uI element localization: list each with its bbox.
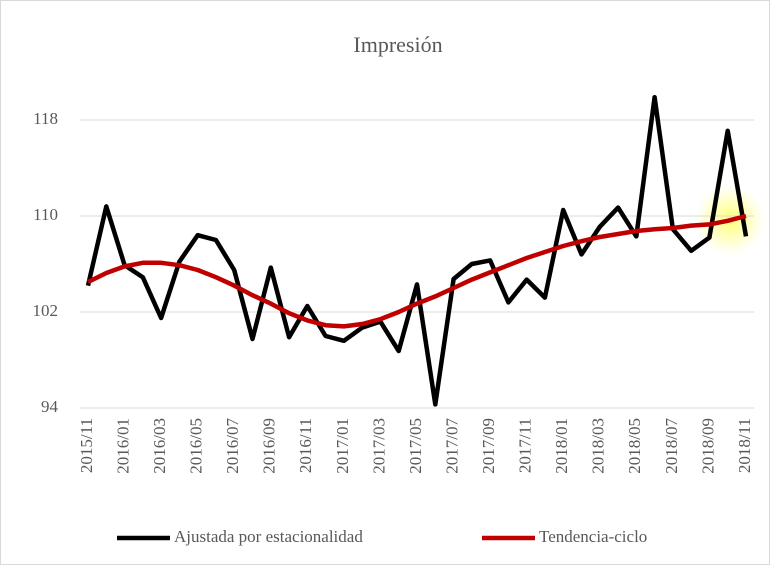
x-tick-label: 2015/11 (77, 418, 96, 473)
x-tick-label: 2018/05 (625, 418, 644, 474)
series-line (87, 213, 747, 329)
x-tick-label: 2018/01 (552, 418, 571, 474)
x-tick-label: 2016/09 (260, 418, 279, 474)
x-tick-label: 2016/03 (150, 418, 169, 474)
chart-title: Impresión (353, 32, 442, 57)
labels: 94 102 110 118 2015/11 2016/01 2016/03 2016/05 2… (33, 109, 754, 474)
x-tick-label: 2018/11 (735, 418, 754, 473)
lines (85, 94, 749, 407)
x-tick-label: 2017/07 (442, 418, 461, 474)
grid (80, 119, 754, 409)
x-tick-label: 2016/01 (113, 418, 132, 474)
series-line (85, 94, 749, 407)
x-tick-label: 2018/09 (698, 418, 717, 474)
legend-label: Tendencia-ciclo (539, 527, 647, 546)
x-tick-label: 2017/05 (406, 418, 425, 474)
x-tick-label: 2018/07 (662, 418, 681, 474)
x-tick-label: 2017/11 (516, 418, 535, 473)
x-tick-label: 2018/03 (589, 418, 608, 474)
legend: Ajustada por estacionalidad Tendencia-cic… (117, 527, 647, 546)
x-tick-label: 2016/05 (187, 418, 206, 474)
legend-label: Ajustada por estacionalidad (174, 527, 363, 546)
y-tick-label: 118 (33, 109, 58, 128)
y-tick-label: 102 (33, 301, 59, 320)
y-tick-label: 110 (33, 205, 58, 224)
x-tick-label: 2017/03 (369, 418, 388, 474)
x-tick-label: 2017/09 (479, 418, 498, 474)
y-tick-label: 94 (41, 397, 59, 416)
chart-border (0, 0, 770, 565)
x-tick-label: 2016/07 (223, 418, 242, 474)
x-tick-label: 2017/01 (333, 418, 352, 474)
x-tick-label: 2016/11 (296, 418, 315, 473)
